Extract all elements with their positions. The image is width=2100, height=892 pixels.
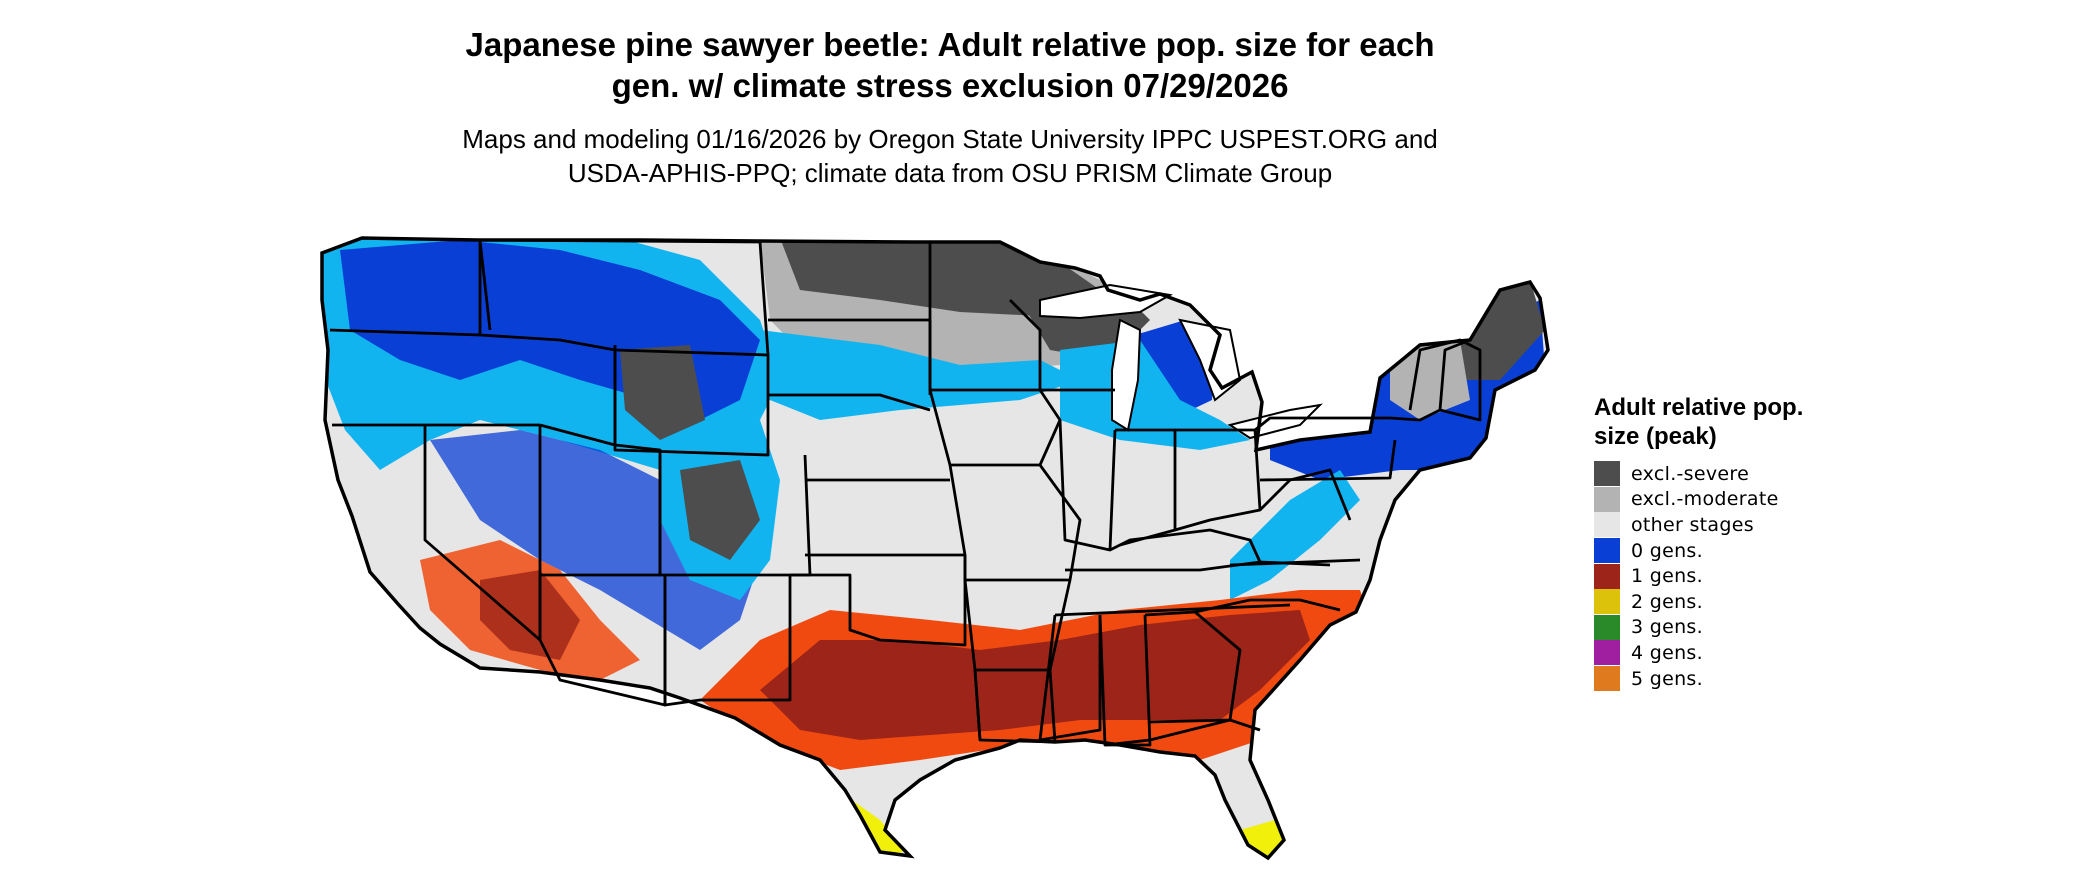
region-one-gens-core-south (760, 610, 1310, 740)
border-nm (663, 575, 792, 707)
region-two-gens-south-texas (852, 800, 905, 858)
legend-item: 2 gens. (1594, 589, 1894, 615)
border-al (1098, 614, 1152, 747)
legend-swatch (1594, 589, 1620, 615)
legend-swatch (1594, 640, 1620, 666)
legend-label: 0 gens. (1631, 539, 1703, 562)
border-nc-va (1229, 558, 1361, 567)
border-wa-or (329, 328, 481, 337)
legend-label: excl.-severe (1631, 462, 1750, 485)
border-wy (613, 345, 770, 457)
legend-items: excl.-severe excl.-moderate other stages 0 … (1594, 461, 1894, 692)
legend-swatch (1594, 512, 1620, 538)
legend-swatch (1594, 538, 1620, 564)
legend-label: other stages (1631, 513, 1754, 536)
border-tx-east (973, 669, 982, 741)
border-ga (1144, 610, 1242, 724)
legend-label: excl.-moderate (1631, 488, 1779, 511)
legend-label: 3 gens. (1631, 616, 1703, 639)
border-mo (948, 464, 1082, 582)
region-excl-severe-wyoming (620, 345, 705, 440)
border-co (658, 454, 812, 577)
legend-item: excl.-moderate (1594, 486, 1894, 513)
border-sc-nc (1194, 598, 1341, 614)
title-line-1: Japanese pine sawyer beetle: Adult relat… (465, 26, 1435, 63)
legend-swatch (1594, 666, 1620, 692)
map-legend: Adult relative pop. size (peak) excl.-se… (1594, 394, 1894, 692)
legend-item: 0 gens. (1594, 538, 1894, 564)
region-zero-gens-southwest (430, 430, 760, 650)
region-excl-moderate-new-england (1390, 340, 1470, 420)
border-ok-tx (790, 555, 967, 647)
subtitle-line-2: USDA-APHIS-PPQ; climate data from OSU PR… (567, 158, 1333, 188)
legend-title: Adult relative pop. size (peak) (1594, 394, 1804, 450)
region-one-gens-southwest-core (480, 570, 580, 660)
legend-swatch (1594, 486, 1620, 512)
legend-label: 1 gens. (1631, 565, 1703, 588)
border-fl (1104, 718, 1261, 747)
border-sd-ne (768, 393, 931, 412)
region-zero-gens-north-plains-light (760, 330, 1080, 420)
legend-item: 5 gens. (1594, 666, 1894, 692)
map-title: Japanese pine sawyer beetle: Adult relat… (350, 24, 1550, 106)
map-subtitle: Maps and modeling 01/16/2026 by Oregon S… (350, 122, 1550, 190)
border-vt-nh (1438, 338, 1471, 411)
border-new-england (1389, 338, 1482, 422)
legend-item: excl.-severe (1594, 461, 1894, 487)
lake-superior (1039, 283, 1173, 320)
border-pa-south (1259, 439, 1397, 482)
legend-swatch (1594, 614, 1620, 640)
legend-label: 5 gens. (1631, 667, 1703, 690)
title-line-2: gen. w/ climate stress exclusion 07/29/2… (611, 67, 1289, 104)
border-nv-ut (539, 423, 616, 447)
legend-swatch (1594, 563, 1620, 589)
legend-item: 4 gens. (1594, 640, 1894, 666)
border-mt (479, 238, 770, 357)
region-zero-gens-lakes-light (1060, 340, 1250, 450)
border-va-wv (1259, 468, 1352, 521)
border-id-west (478, 239, 492, 331)
border-tn-south (1054, 603, 1291, 617)
legend-item: other stages (1594, 512, 1894, 538)
border-ms (1038, 614, 1102, 742)
lake-huron (1178, 318, 1242, 402)
border-il-in (1058, 419, 1117, 552)
border-ar (963, 579, 1072, 672)
legend-label: 4 gens. (1631, 641, 1703, 664)
legend-item: 3 gens. (1594, 614, 1894, 641)
region-excl-severe-north (780, 238, 1100, 318)
border-pa-ny (1254, 416, 1390, 432)
region-excl-severe-colorado (680, 460, 760, 560)
legend-swatch (1594, 461, 1620, 487)
state-borders (329, 238, 1482, 747)
legend-label: 2 gens. (1631, 590, 1703, 613)
subtitle-line-1: Maps and modeling 01/16/2026 by Oregon S… (462, 124, 1438, 154)
border-nv (423, 425, 542, 642)
legend-item: 1 gens. (1594, 563, 1894, 589)
border-ky (1109, 528, 1262, 563)
region-zero-gens-appalachia (1230, 470, 1360, 600)
